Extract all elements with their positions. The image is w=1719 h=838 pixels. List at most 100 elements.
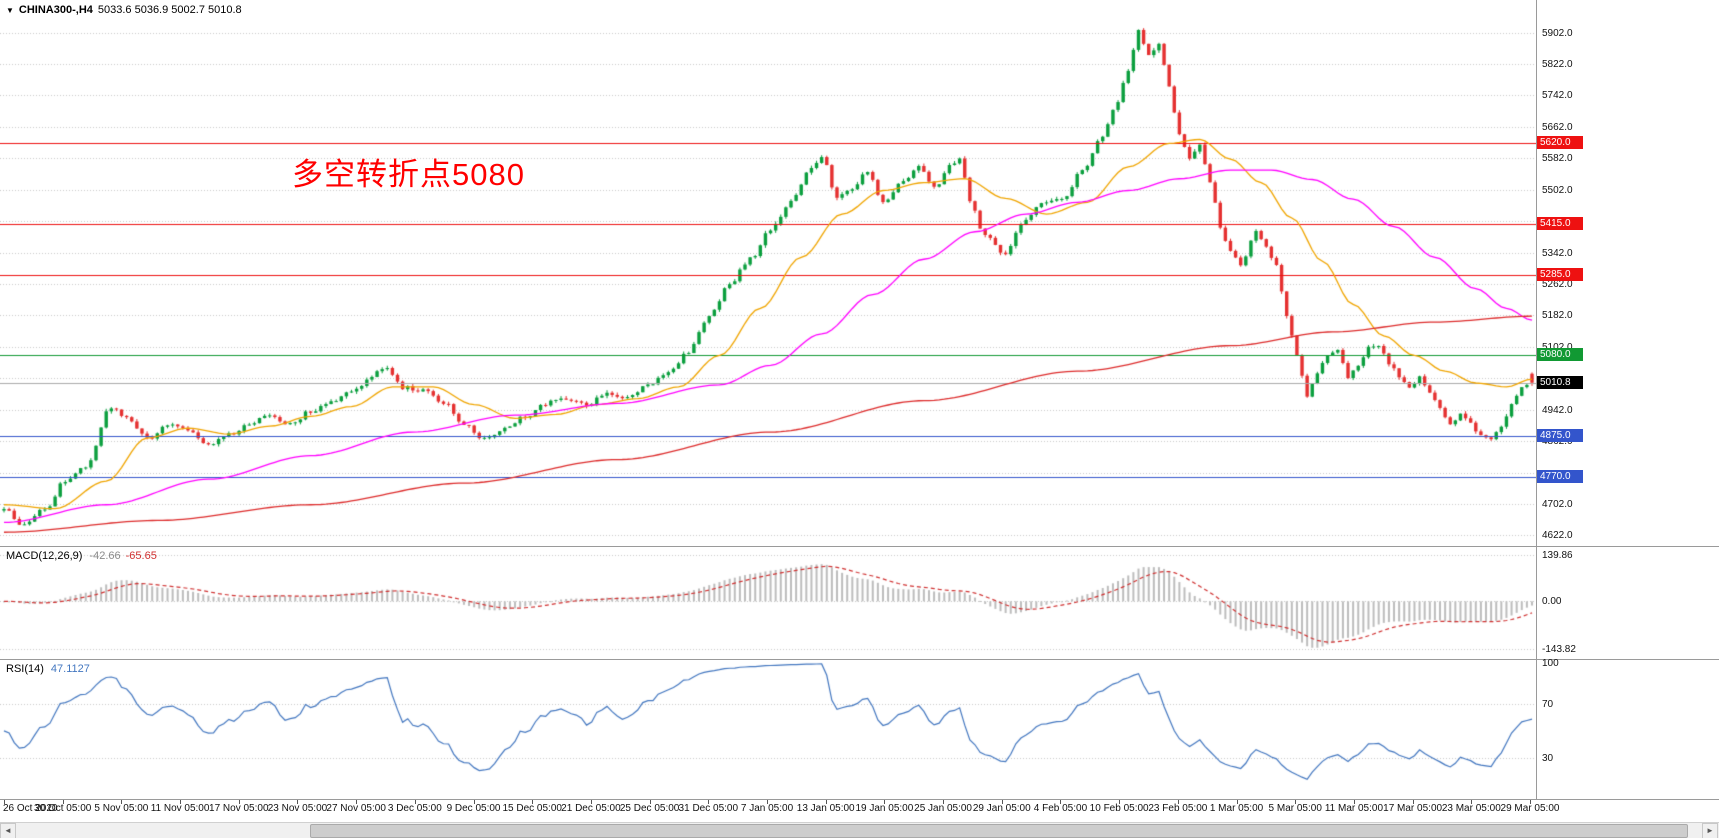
price-axis-label: 4622.0: [1542, 530, 1573, 542]
scroll-left-button[interactable]: ◄: [0, 823, 16, 838]
time-axis-tick: [474, 800, 475, 804]
price-axis-label: 5102.0: [1542, 341, 1573, 353]
time-axis-label: 11 Mar 05:00: [1324, 803, 1384, 814]
price-axis-label: 5502.0: [1542, 184, 1573, 196]
ohlc-values-label: 5033.6 5036.9 5002.7 5010.8: [97, 4, 242, 16]
price-line-tag: 5080.0: [1537, 348, 1583, 362]
price-line-tag: 4875.0: [1537, 429, 1583, 442]
macd-name: MACD(12,26,9): [6, 550, 83, 562]
time-axis-tick: [767, 800, 768, 804]
time-axis-label: 23 Mar 05:00: [1441, 803, 1501, 814]
macd-axis-label: 0.00: [1542, 596, 1562, 608]
time-axis-tick: [884, 800, 885, 804]
time-axis-tick: [1471, 800, 1472, 804]
rsi-value: 47.1127: [50, 663, 90, 675]
macd-signal-value: -65.65: [125, 550, 157, 562]
time-axis-tick: [1002, 800, 1003, 804]
time-axis-label: 21 Dec 05:00: [561, 803, 621, 814]
price-axis-label: 4942.0: [1542, 404, 1573, 416]
time-axis-tick: [4, 800, 5, 804]
time-axis-tick: [1530, 800, 1531, 804]
price-axis-label: 5582.0: [1542, 153, 1573, 165]
time-axis-label: 17 Mar 05:00: [1383, 803, 1443, 814]
rsi-axis-label: 100: [1542, 657, 1559, 669]
price-axis-label: 4702.0: [1542, 498, 1573, 510]
macd-indicator-label: MACD(12,26,9) -42.66 -65.65: [6, 550, 157, 562]
price-line-tag: 5620.0: [1537, 136, 1583, 150]
time-axis-label: 9 Dec 05:00: [446, 803, 501, 814]
time-axis-label: 19 Jan 05:00: [855, 803, 914, 814]
rsi-axis-label: 70: [1542, 698, 1554, 710]
time-axis-label: 10 Feb 05:00: [1089, 803, 1149, 814]
price-axis-label: 5742.0: [1542, 90, 1573, 102]
rsi-indicator-canvas[interactable]: [0, 660, 1536, 799]
macd-main-value: -42.66: [89, 550, 121, 562]
time-axis-tick: [591, 800, 592, 804]
time-axis-tick: [356, 800, 357, 804]
bid-price-tag: 5010.8: [1537, 375, 1583, 389]
time-axis-line: [0, 799, 1719, 800]
price-axis-label: 5902.0: [1542, 27, 1573, 39]
time-axis-tick: [121, 800, 122, 804]
time-axis-tick: [239, 800, 240, 804]
time-axis-tick: [297, 800, 298, 804]
time-axis-label: 23 Feb 05:00: [1148, 803, 1208, 814]
time-axis-tick: [180, 800, 181, 804]
price-line-tag: 4770.0: [1537, 470, 1583, 484]
macd-indicator-canvas[interactable]: [0, 547, 1536, 659]
panel-resize-divider-macd[interactable]: [0, 546, 1719, 547]
price-axis-label: 5182.0: [1542, 310, 1573, 322]
price-line-tag: 5415.0: [1537, 216, 1583, 230]
annotation-text: 多空转折点5080: [292, 157, 525, 192]
time-axis-tick: [1413, 800, 1414, 804]
time-axis-label: 23 Nov 05:00: [267, 803, 328, 814]
price-line-tag: 5285.0: [1537, 267, 1583, 281]
main-price-chart-canvas[interactable]: [0, 0, 1536, 546]
chevron-down-icon[interactable]: ▼: [6, 5, 14, 15]
time-axis-tick: [1060, 800, 1061, 804]
time-axis-label: 29 Mar 05:00: [1500, 803, 1560, 814]
time-axis-label: 5 Nov 05:00: [94, 803, 149, 814]
time-axis-tick: [1178, 800, 1179, 804]
time-axis-label: 4 Feb 05:00: [1033, 803, 1088, 814]
scroll-right-button[interactable]: ►: [1702, 823, 1718, 838]
macd-axis-label: -143.82: [1542, 643, 1576, 655]
time-axis-tick: [826, 800, 827, 804]
time-axis-label: 15 Dec 05:00: [502, 803, 562, 814]
time-axis-tick: [63, 800, 64, 804]
time-axis-tick: [415, 800, 416, 804]
time-axis-label: 11 Nov 05:00: [150, 803, 210, 814]
time-axis-tick: [708, 800, 709, 804]
scrollbar-thumb[interactable]: [310, 824, 1688, 838]
rsi-name: RSI(14): [6, 663, 44, 675]
price-axis-line: [1536, 0, 1537, 799]
price-axis-label: 5342.0: [1542, 247, 1573, 259]
rsi-indicator-label: RSI(14) 47.1127: [6, 663, 90, 675]
price-axis-label: 5662.0: [1542, 121, 1573, 133]
rsi-axis-label: 30: [1542, 753, 1554, 765]
time-axis-label: 26 Oct 2020: [3, 803, 58, 814]
time-axis-label: 31 Dec 05:00: [678, 803, 739, 814]
horizontal-scrollbar[interactable]: ◄ ►: [0, 822, 1719, 838]
time-axis-tick: [532, 800, 533, 804]
time-axis-tick: [1237, 800, 1238, 804]
time-axis-label: 7 Jan 05:00: [740, 803, 794, 814]
panel-resize-divider-rsi[interactable]: [0, 659, 1719, 660]
chart-title: ▼ CHINA300-,H4 5033.6 5036.9 5002.7 5010…: [6, 4, 242, 16]
time-axis-label: 30 Oct 05:00: [34, 803, 92, 814]
time-axis-tick: [1295, 800, 1296, 804]
price-axis-label: 5822.0: [1542, 59, 1573, 71]
time-axis-label: 13 Jan 05:00: [796, 803, 855, 814]
macd-axis-label: 139.86: [1542, 550, 1573, 562]
time-axis-tick: [1354, 800, 1355, 804]
symbol-period-label: CHINA300-,H4: [18, 4, 93, 16]
price-axis-label: 5262.0: [1542, 278, 1573, 290]
time-axis-label: 1 Mar 05:00: [1209, 803, 1264, 814]
time-axis-label: 3 Dec 05:00: [387, 803, 442, 814]
time-axis-tick: [943, 800, 944, 804]
time-axis-label: 17 Nov 05:00: [209, 803, 269, 814]
time-axis-label: 25 Jan 05:00: [914, 803, 972, 814]
time-axis-label: 25 Dec 05:00: [619, 803, 680, 814]
time-axis-label: 27 Nov 05:00: [326, 803, 386, 814]
